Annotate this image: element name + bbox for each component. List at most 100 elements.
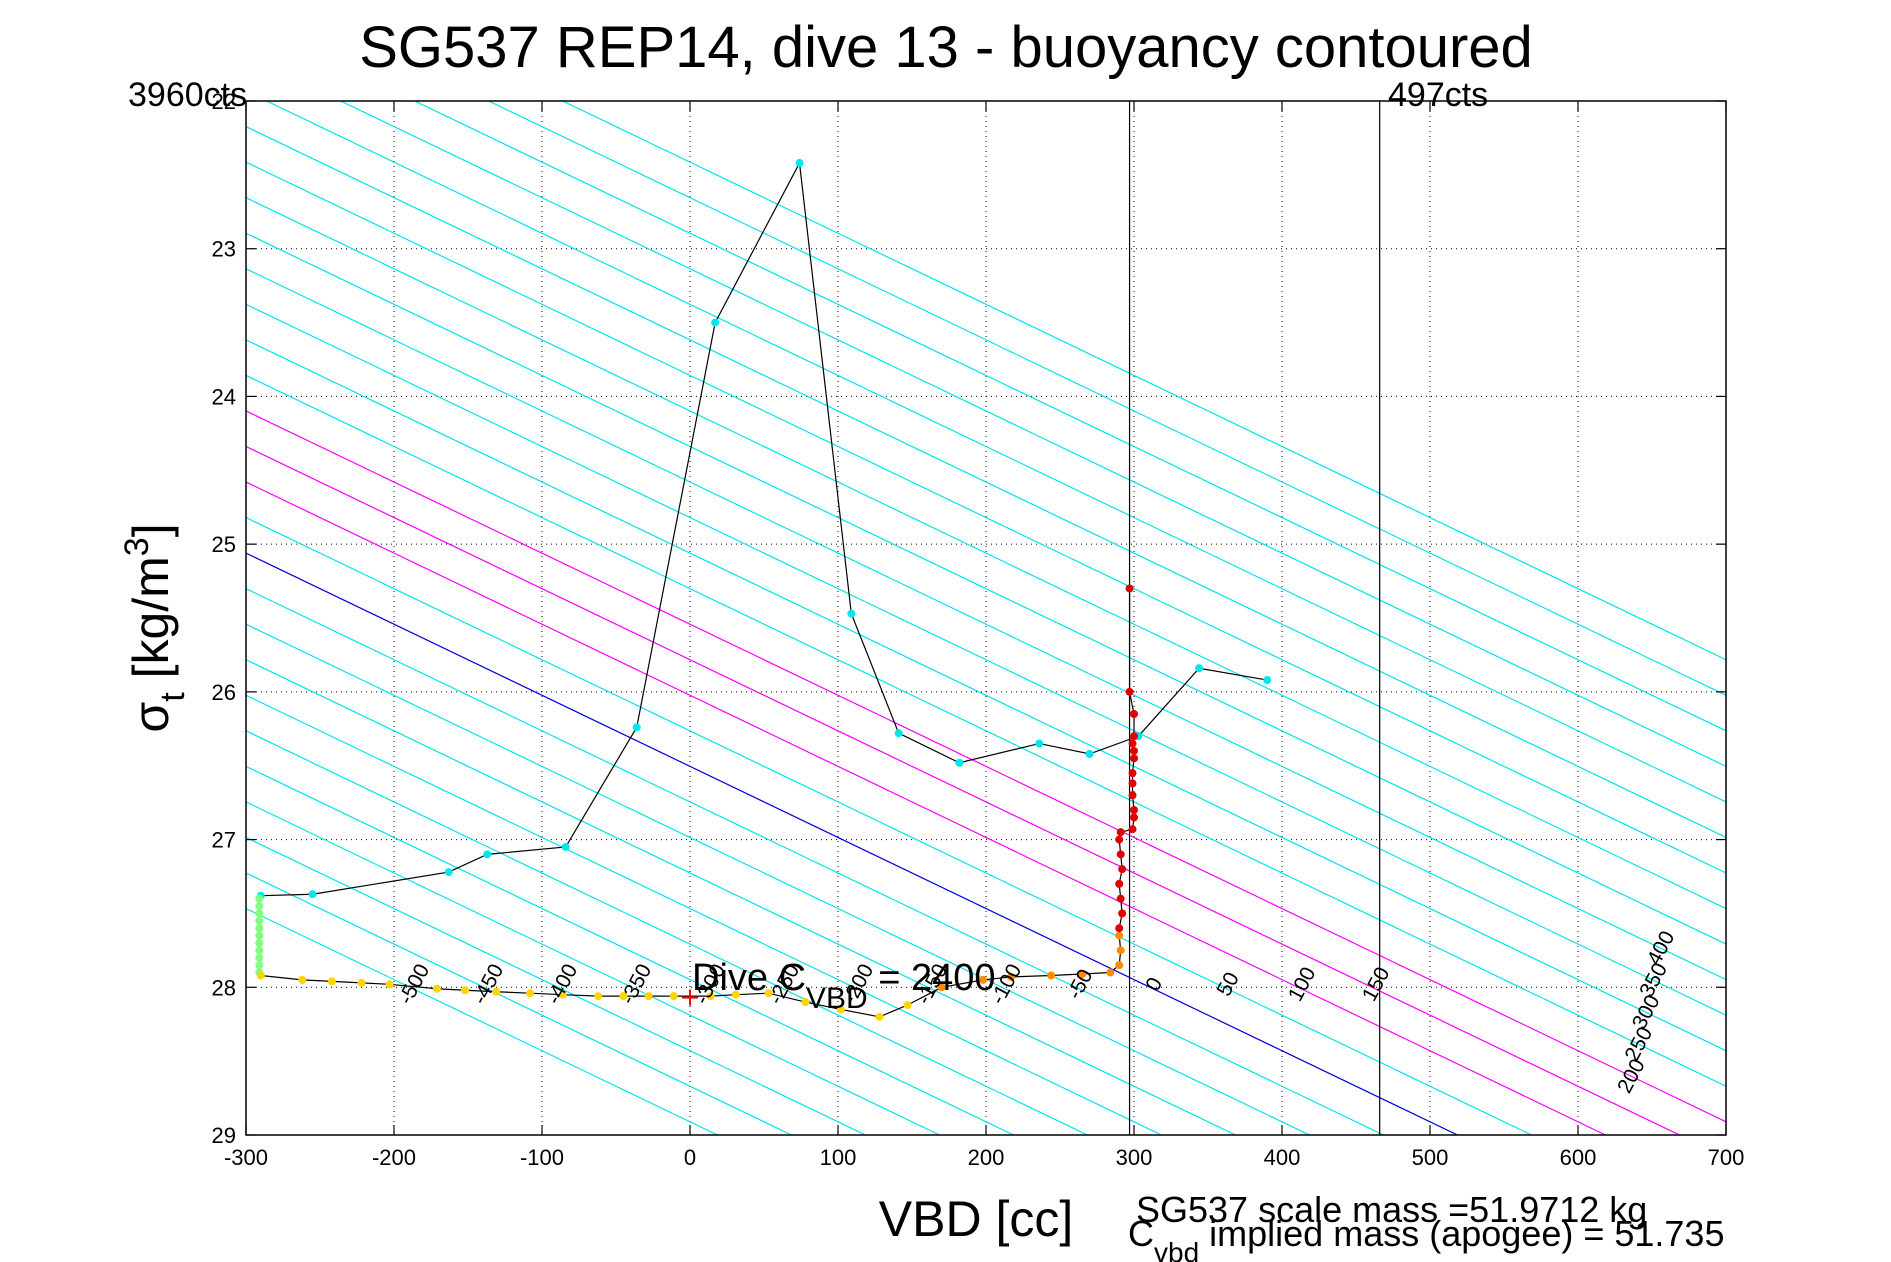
y-axis-label-main: σ [123, 702, 179, 733]
data-point [1116, 894, 1125, 903]
data-point [255, 902, 264, 911]
y-tick-label: 26 [212, 680, 236, 705]
data-point [669, 992, 678, 1001]
contour-line [246, 125, 1726, 839]
data-point [1130, 813, 1138, 822]
x-tick-label: 100 [820, 1145, 857, 1170]
dive-c-label-value: = 2400 [868, 957, 996, 999]
data-point [1115, 931, 1124, 940]
y-tick-label: 27 [212, 828, 236, 853]
y-tick-label: 22 [212, 89, 236, 114]
data-point [327, 977, 336, 986]
x-tick-label: -100 [520, 1145, 564, 1170]
data-point [711, 318, 720, 327]
data-point [1128, 779, 1137, 788]
data-point [255, 953, 264, 962]
x-tick-label: 300 [1116, 1145, 1153, 1170]
implied-mass-text: Cvbd implied mass (apogee) = 51.735 [1128, 1213, 1724, 1262]
data-point [1035, 739, 1044, 748]
scale-mass-text: SG537 scale mass =51.9712 kg [1136, 1189, 1647, 1230]
implied-mass-text-main: C [1128, 1213, 1154, 1254]
y-tick-label: 24 [212, 384, 236, 409]
left-count-label: 3960cts [128, 76, 247, 114]
contour-line [246, 303, 1726, 1016]
data-point [594, 992, 603, 1001]
data-point [894, 729, 903, 738]
data-point [875, 1012, 884, 1021]
data-point [1130, 754, 1138, 763]
contour-line [246, 197, 1726, 910]
data-point [1128, 791, 1137, 800]
x-tick-label: 500 [1412, 1145, 1449, 1170]
dive-c-label-main: Dive C [692, 957, 806, 999]
y-tick-label: 23 [212, 237, 236, 262]
data-point [1085, 749, 1094, 758]
data-point [256, 971, 265, 980]
data-point [1047, 971, 1056, 980]
contour-line [246, 694, 1162, 1135]
data-point [1128, 739, 1137, 748]
data-point [731, 990, 740, 999]
contour-line [246, 907, 718, 1135]
data-point [444, 868, 453, 877]
contour-line [246, 587, 1384, 1135]
contour-line [246, 765, 1014, 1135]
chart-title: SG537 REP14, dive 13 - buoyancy contoure… [359, 15, 1533, 80]
data-point [1125, 584, 1134, 593]
data-point [1115, 835, 1124, 844]
x-tick-label: -300 [224, 1145, 268, 1170]
data-point [1263, 676, 1272, 685]
data-point [461, 986, 470, 995]
y-tick-label: 28 [212, 975, 236, 1000]
data-point [483, 850, 492, 859]
data-point [1115, 879, 1124, 888]
contour-line [266, 101, 1726, 803]
data-point [836, 1005, 845, 1014]
y-axis-ticks: 22 23 24 25 26 27 28 29 [212, 89, 1726, 1148]
implied-mass-text-rest: implied mass (apogee) = 51.735 [1199, 1213, 1724, 1254]
data-point [385, 980, 394, 989]
data-point [903, 1001, 912, 1010]
data-point [706, 992, 715, 1001]
data-point [795, 159, 804, 168]
data-point [1116, 946, 1125, 955]
data-point [1125, 687, 1134, 696]
data-point [1078, 969, 1087, 978]
contour-line [340, 101, 1726, 768]
data-point [561, 842, 570, 851]
data-point [298, 975, 307, 984]
data-point [644, 992, 653, 1001]
data-point [979, 975, 988, 984]
data-point [764, 989, 773, 998]
data-point [1118, 909, 1127, 918]
contour-line [246, 552, 1458, 1135]
data-point [255, 916, 264, 925]
x-tick-label: 200 [968, 1145, 1005, 1170]
data-point [1130, 710, 1138, 719]
x-tick-label: 400 [1264, 1145, 1301, 1170]
contour-line [246, 801, 940, 1135]
data-point [308, 890, 317, 899]
contour-line [414, 101, 1726, 732]
x-tick-label: -200 [372, 1145, 416, 1170]
data-point [1130, 746, 1138, 755]
contour-line [246, 161, 1726, 874]
data-point [1118, 865, 1127, 874]
x-tick-label: 0 [684, 1145, 696, 1170]
contour-line [488, 101, 1726, 696]
contour-line [246, 410, 1726, 1123]
y-tick-label: 29 [212, 1123, 236, 1148]
data-point [1130, 806, 1138, 815]
dive-c-label-sub: VBD [806, 982, 868, 1015]
data-point [1128, 825, 1137, 834]
x-tick-label: 600 [1560, 1145, 1597, 1170]
contour-line [246, 516, 1532, 1135]
contour-line [246, 623, 1310, 1135]
data-series [255, 159, 1272, 1021]
data-point [1195, 664, 1204, 673]
data-point [937, 983, 946, 992]
data-point [1007, 972, 1016, 981]
dive-c-label: Dive CVBD = 2400 [692, 957, 996, 1015]
data-point [1128, 769, 1137, 778]
contour-line [246, 232, 1726, 945]
